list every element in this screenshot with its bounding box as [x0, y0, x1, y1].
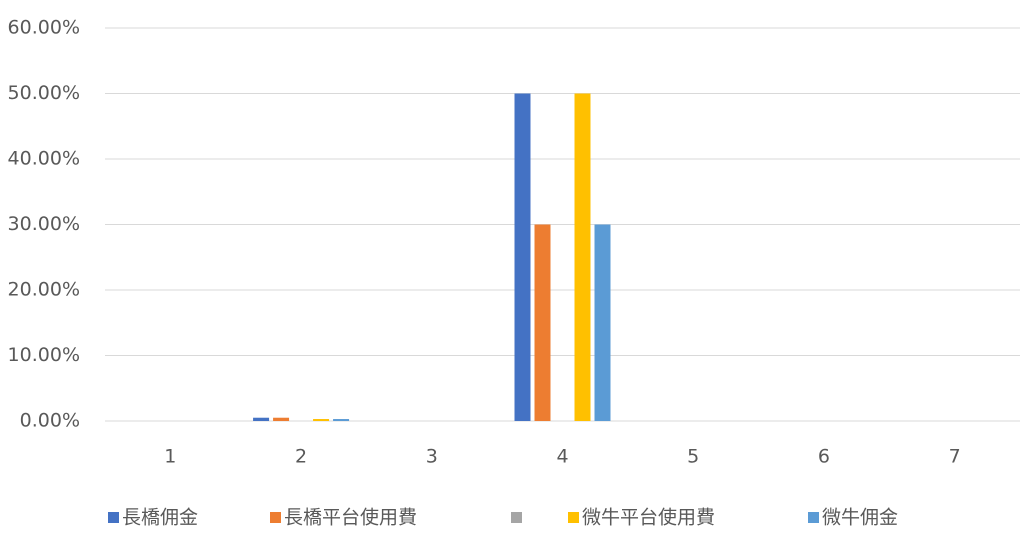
x-tick-label: 6 — [818, 446, 830, 468]
x-tick-label: 3 — [426, 446, 438, 468]
bar — [534, 224, 551, 421]
legend-label: 微牛平台使用費 — [582, 507, 715, 529]
legend-swatch — [808, 512, 819, 523]
y-tick-label: 30.00% — [8, 213, 80, 235]
x-tick-label: 2 — [295, 446, 307, 468]
x-tick-label: 1 — [164, 446, 176, 468]
x-tick-label: 7 — [949, 446, 961, 468]
y-tick-label: 20.00% — [8, 279, 80, 301]
x-tick-label: 5 — [687, 446, 699, 468]
legend-label: 長橋平台使用費 — [284, 507, 417, 529]
y-tick-label: 60.00% — [8, 17, 80, 39]
y-tick-label: 0.00% — [20, 410, 80, 432]
bar — [574, 93, 591, 421]
legend-swatch — [270, 512, 281, 523]
legend-label: 微牛佣金 — [822, 507, 898, 529]
y-tick-label: 10.00% — [8, 344, 80, 366]
legend-swatch — [511, 512, 522, 523]
bar — [594, 224, 611, 421]
bar — [514, 93, 531, 421]
bar — [333, 419, 350, 421]
x-tick-label: 4 — [556, 446, 568, 468]
y-tick-label: 40.00% — [8, 148, 80, 170]
y-tick-label: 50.00% — [8, 82, 80, 104]
bar — [253, 417, 270, 421]
bar — [273, 417, 290, 421]
bar — [313, 419, 330, 421]
legend-label: 長橋佣金 — [122, 507, 198, 529]
legend-swatch — [108, 512, 119, 523]
legend-swatch — [568, 512, 579, 523]
